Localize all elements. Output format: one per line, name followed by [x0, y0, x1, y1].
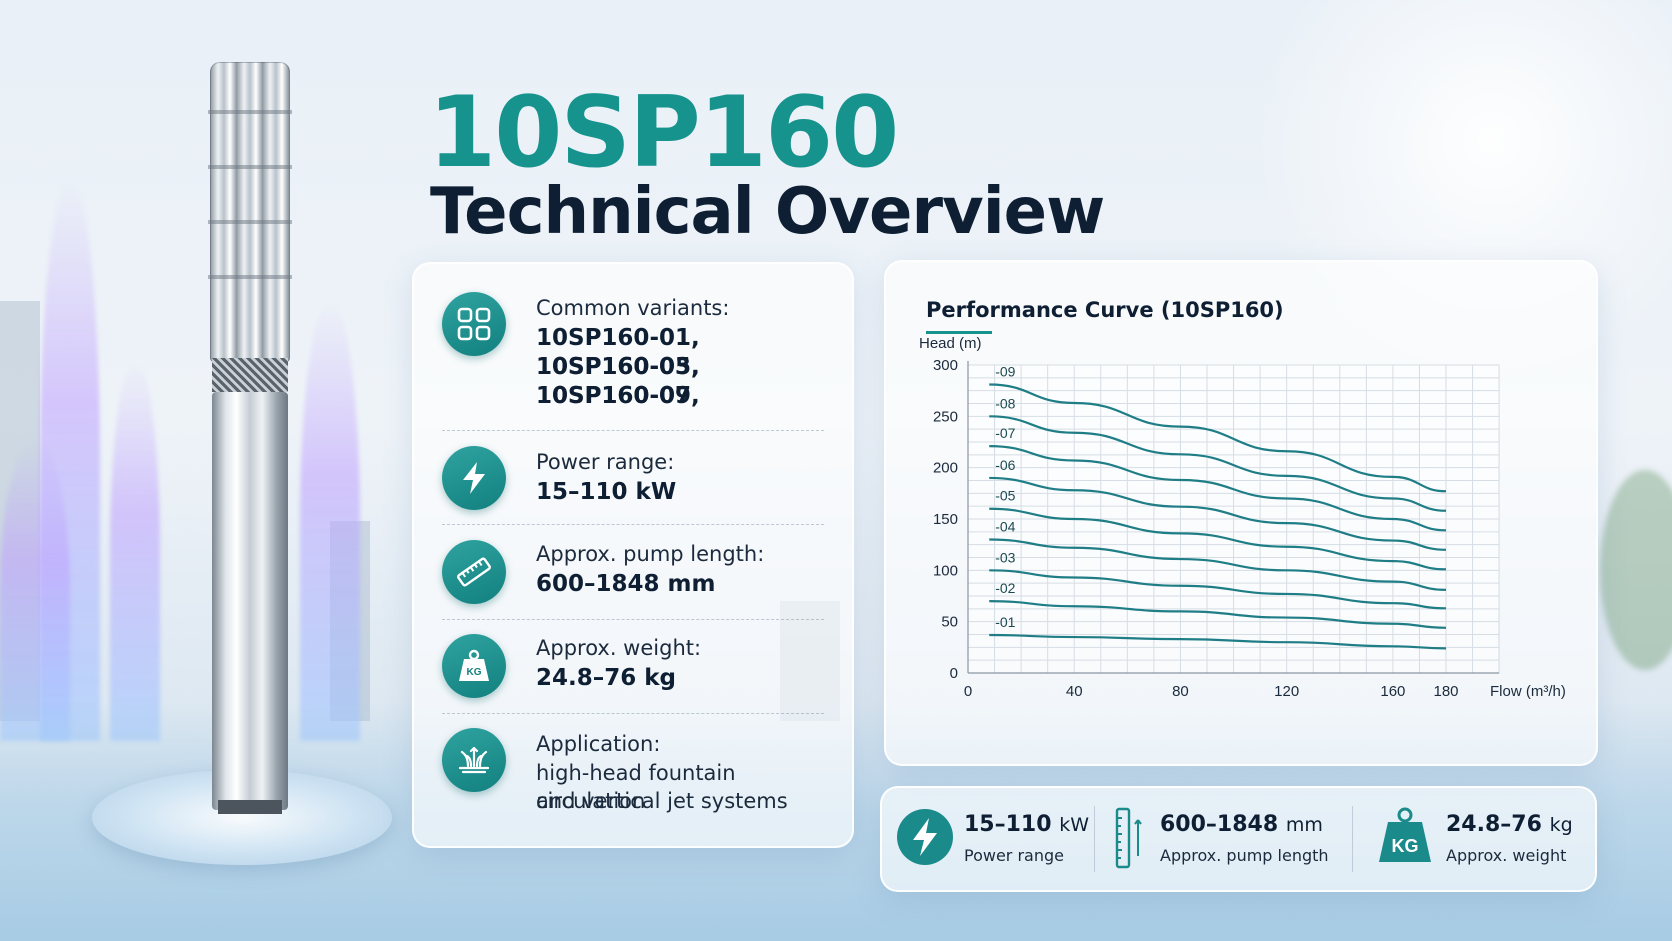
x-tick-label: 40 [1066, 683, 1083, 700]
lightning-icon [442, 446, 506, 510]
stat-power-label: Power range [964, 846, 1064, 865]
spec-application: Application: high-head fountain circulat… [442, 728, 824, 828]
application-line: and vertical jet systems [536, 789, 788, 813]
city-building [330, 521, 370, 721]
weight-value: 24.8–76 kg [536, 665, 677, 691]
x-tick-label: 80 [1172, 683, 1189, 700]
application-label: Application: [536, 732, 661, 756]
series-line [989, 415, 1447, 512]
y-tick-label: 300 [933, 357, 958, 374]
divider [442, 619, 824, 620]
series-label: -03 [995, 549, 1015, 565]
stat-power: 15–110 kW Power range [882, 788, 1102, 890]
length-value: 600–1848 mm [536, 571, 716, 597]
kg-weight-icon: KG [1379, 807, 1431, 862]
pump-stage-ring [208, 165, 292, 169]
series-label: -05 [995, 488, 1015, 504]
y-tick-label: 100 [933, 562, 958, 579]
divider [442, 430, 824, 431]
fountain-jet [110, 361, 160, 741]
chart-title: Performance Curve (10SP160) [926, 298, 1284, 322]
divider [1094, 806, 1095, 872]
series-line [989, 476, 1447, 551]
y-tick-label: 50 [941, 614, 958, 631]
kg-icon-text: KG [1392, 836, 1419, 856]
x-axis-label: Flow (m³/h) [1490, 683, 1566, 700]
series-label: -04 [995, 519, 1015, 535]
ruler-icon [1115, 807, 1142, 869]
variants-line: 10SP160-05, 10SP160-07, [536, 354, 700, 409]
x-tick-label: 120 [1274, 683, 1299, 700]
pump-intake-screen [212, 358, 288, 392]
variants-label: Common variants: [536, 296, 730, 320]
variants-line: 10SP160-01, 10SP160-03, [536, 325, 700, 380]
spec-weight: KG Approx. weight: 24.8–76 kg [442, 634, 824, 704]
stat-length: 600–1848 mm Approx. pump length [1104, 788, 1354, 890]
pump-motor-section [210, 62, 290, 362]
y-tick-label: 150 [933, 511, 958, 528]
stat-weight: KG 24.8–76 kg Approx. weight [1362, 788, 1592, 890]
series-line [989, 538, 1447, 591]
stat-strip: 15–110 kW Power range 600–1848 mm Approx… [880, 786, 1597, 892]
grid-icon [442, 292, 506, 356]
series-label: -08 [995, 395, 1015, 411]
x-tick-label: 0 [964, 683, 972, 700]
fountain-jet [0, 441, 70, 741]
x-tick-label: 180 [1433, 683, 1458, 700]
weight-label: Approx. weight: [536, 636, 702, 660]
kg-weight-icon: KG [442, 634, 506, 698]
divider [1352, 806, 1353, 872]
divider [442, 713, 824, 714]
divider [442, 524, 824, 525]
stat-power-value: 15–110 kW [964, 812, 1090, 837]
series-label: -02 [995, 580, 1015, 596]
page-subtitle: Technical Overview [430, 175, 1105, 249]
tree [1600, 470, 1672, 670]
stat-length-value: 600–1848 mm [1160, 812, 1323, 837]
spec-variants: Common variants: 10SP160-01, 10SP160-03,… [442, 290, 824, 410]
application-line: high-head fountain circulation [536, 761, 736, 813]
y-tick-label: 0 [950, 665, 958, 682]
performance-chart: Head (m) 0 50 100 150 200 250 300 0 40 80 120 160 180… [919, 335, 1566, 700]
stat-weight-value: 24.8–76 kg [1446, 812, 1573, 837]
fountain-jet [300, 301, 360, 741]
pump-stage-ring [208, 110, 292, 114]
lightning-icon [897, 809, 953, 865]
series-line [989, 383, 1447, 493]
power-value: 15–110 kW [536, 479, 677, 505]
stat-weight-label: Approx. weight [1446, 846, 1567, 865]
spec-card: Common variants: 10SP160-01, 10SP160-03,… [412, 262, 854, 848]
series-label: -01 [995, 614, 1015, 630]
spec-power: Power range: 15–110 kW [442, 446, 824, 516]
series-label: -06 [995, 457, 1015, 473]
y-tick-label: 200 [933, 460, 958, 477]
pump-body [212, 392, 288, 810]
stat-length-label: Approx. pump length [1160, 846, 1329, 865]
fountain-icon [442, 728, 506, 792]
length-label: Approx. pump length: [536, 542, 765, 566]
series-line [989, 507, 1447, 571]
series-label: -07 [995, 425, 1015, 441]
series-label: -09 [995, 364, 1015, 380]
power-label: Power range: [536, 450, 675, 474]
variants-line: 10SP160-09 [536, 383, 691, 409]
chart-card: Performance Curve (10SP160) Head (m) 0 50 1… [884, 260, 1598, 766]
series-line [989, 569, 1447, 610]
series-line [989, 600, 1447, 629]
city-building [0, 301, 40, 721]
series-line [989, 445, 1447, 532]
pump-foot [218, 800, 282, 814]
fountain-jet [40, 181, 100, 741]
kg-icon-text: KG [467, 667, 482, 678]
chart-title-underline [926, 331, 992, 334]
spec-length: Approx. pump length: 600–1848 mm [442, 540, 824, 610]
pump-stage-ring [208, 275, 292, 279]
series-line [989, 633, 1447, 650]
x-tick-label: 160 [1380, 683, 1405, 700]
y-tick-label: 250 [933, 408, 958, 425]
model-title: 10SP160 [428, 76, 899, 190]
pump-stage-ring [208, 220, 292, 224]
ruler-icon [442, 540, 506, 604]
y-axis-label: Head (m) [919, 335, 982, 352]
